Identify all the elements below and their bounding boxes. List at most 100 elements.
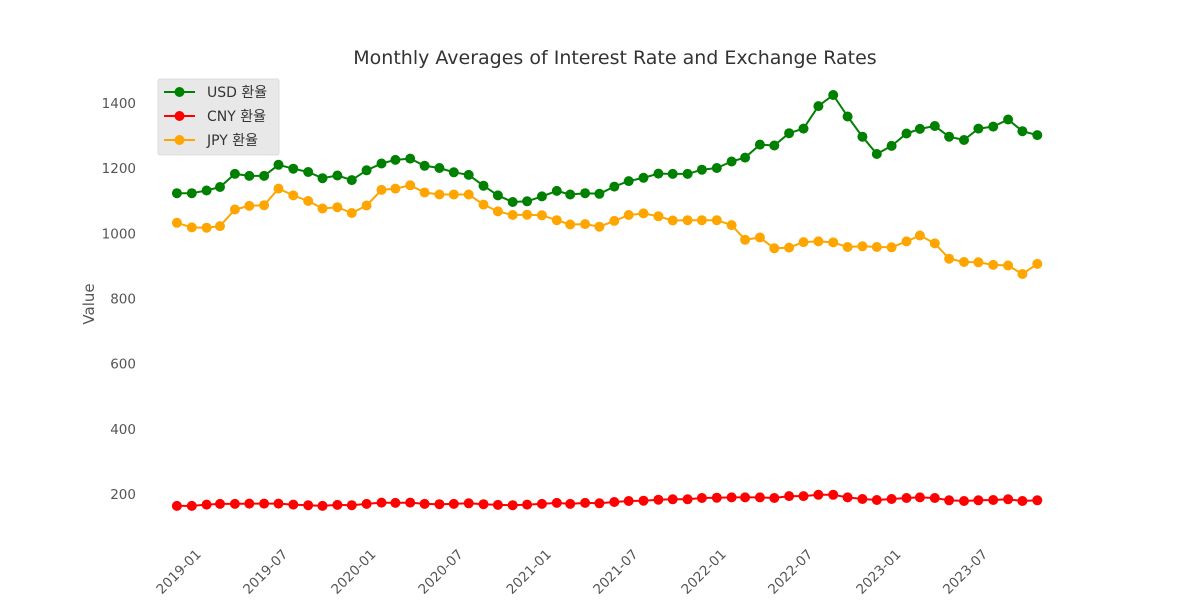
data-point (478, 199, 489, 210)
data-point (740, 492, 751, 503)
data-point (973, 123, 984, 134)
data-point (959, 496, 969, 506)
data-point (944, 495, 955, 506)
data-point (565, 498, 576, 509)
y-axis-label: Value (80, 283, 98, 324)
data-point (536, 498, 547, 509)
data-point (696, 493, 707, 503)
series-1 (171, 489, 1043, 511)
data-point (886, 140, 897, 151)
data-point (914, 492, 925, 503)
data-point (682, 168, 693, 179)
data-point (565, 189, 576, 200)
data-point (186, 222, 197, 233)
data-point (332, 170, 343, 181)
data-point (376, 158, 387, 169)
data-point (682, 494, 693, 505)
data-point (244, 170, 255, 181)
data-point (929, 493, 940, 503)
data-point (929, 121, 940, 131)
legend-entry-jpy: JPY 환율 (164, 133, 258, 149)
data-point (871, 149, 882, 159)
data-point (623, 210, 634, 220)
y-tick-label: 600 (110, 357, 136, 373)
data-point (711, 163, 722, 173)
data-point (798, 237, 809, 248)
data-point (667, 215, 678, 226)
legend-marker-jpy (174, 135, 185, 145)
series-0 (171, 90, 1043, 207)
data-point (623, 496, 634, 506)
legend-label-jpy: JPY 환율 (206, 133, 258, 149)
data-point (696, 164, 707, 175)
data-point (754, 492, 765, 503)
series-line (176, 94, 1038, 203)
data-point (463, 498, 474, 509)
data-point (653, 494, 664, 505)
data-point (857, 494, 868, 504)
data-point (259, 170, 270, 181)
data-point (798, 123, 809, 134)
data-point (638, 172, 649, 183)
data-point (303, 196, 314, 206)
data-point (448, 189, 459, 200)
data-point (1017, 496, 1028, 506)
data-point (594, 188, 605, 199)
data-point (448, 167, 459, 178)
data-point (244, 200, 255, 211)
data-point (171, 217, 182, 228)
data-point (376, 497, 387, 508)
data-point (813, 101, 824, 112)
data-point (828, 90, 839, 100)
data-point (201, 185, 212, 196)
data-point (842, 111, 853, 122)
data-point (871, 495, 882, 505)
y-tick-label: 200 (110, 487, 136, 503)
data-point (405, 497, 416, 508)
data-point (740, 152, 751, 163)
data-point (653, 168, 664, 179)
data-point (434, 189, 445, 200)
data-point (390, 154, 401, 165)
data-point (171, 188, 182, 199)
data-point (229, 498, 240, 509)
data-point (711, 215, 722, 226)
data-point (594, 498, 605, 509)
data-point (288, 163, 299, 174)
data-point (186, 500, 197, 511)
data-point (842, 492, 853, 503)
y-axis-ticks: 200 400 600 800 1000 1200 1400 (102, 96, 136, 503)
data-point (507, 210, 518, 220)
data-point (740, 234, 751, 245)
data-point (507, 197, 518, 207)
data-point (419, 160, 430, 171)
data-point (842, 242, 853, 252)
data-point (303, 167, 314, 177)
legend-entry-cny: CNY 환율 (164, 109, 266, 125)
legend-box (157, 78, 280, 156)
data-point (332, 499, 343, 510)
y-tick-label: 400 (110, 422, 136, 438)
data-point (696, 215, 707, 226)
data-point (914, 230, 925, 241)
chart-title: Monthly Averages of Interest Rate and Ex… (353, 47, 876, 69)
x-tick-label: 2021-01 (504, 547, 555, 598)
data-point (1017, 126, 1028, 137)
data-point (215, 182, 225, 192)
data-point (1032, 130, 1043, 141)
data-point (376, 184, 387, 195)
data-point (914, 123, 925, 134)
data-point (390, 183, 401, 194)
data-point (959, 135, 969, 145)
data-point (901, 236, 912, 247)
legend-label-usd: USD 환율 (207, 85, 267, 101)
data-point (886, 242, 897, 253)
x-tick-label: 2021-07 (590, 547, 641, 598)
x-tick-label: 2020-07 (415, 547, 466, 598)
legend: USD 환율 CNY 환율 JPY 환율 (157, 78, 280, 156)
data-point (813, 236, 824, 247)
data-point (754, 139, 765, 150)
data-point (1003, 114, 1014, 125)
data-point (273, 183, 284, 194)
